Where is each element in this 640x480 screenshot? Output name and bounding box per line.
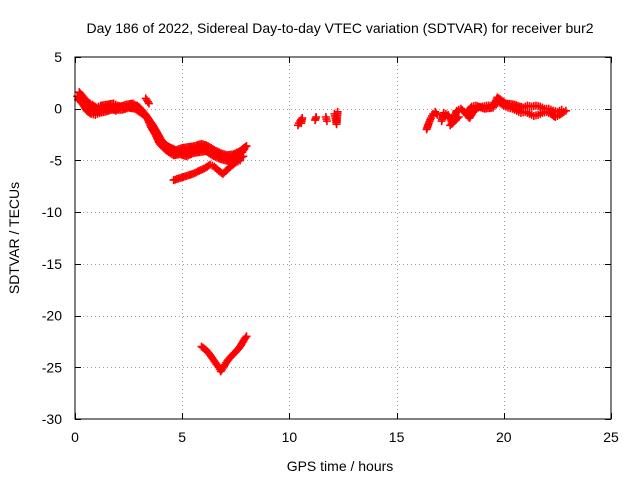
data-point <box>144 99 153 108</box>
data-points <box>73 88 570 376</box>
y-axis-label: SDTVAR / TECUs <box>6 182 22 294</box>
data-point <box>239 152 248 161</box>
data-point <box>454 112 463 121</box>
y-tick-labels: -30 -25 -20 -15 -10 -5 0 5 <box>42 49 62 427</box>
y-tick-label: -20 <box>42 308 62 324</box>
data-point <box>241 142 250 151</box>
grid-lines <box>75 57 611 419</box>
data-point <box>241 333 250 342</box>
y-tick-label: -10 <box>42 204 62 220</box>
data-point <box>322 117 331 126</box>
x-tick-label: 10 <box>282 429 298 445</box>
y-tick-label: 0 <box>54 101 62 117</box>
x-tick-label: 15 <box>389 429 405 445</box>
x-tick-labels: 0 5 10 15 20 25 <box>71 429 619 445</box>
x-tick-label: 20 <box>496 429 512 445</box>
series-evening-track <box>422 93 570 134</box>
data-point <box>236 156 245 165</box>
data-point <box>333 107 342 116</box>
chart-title: Day 186 of 2022, Sidereal Day-to-day VTE… <box>86 20 593 36</box>
data-point <box>85 108 94 117</box>
series-lower-track <box>169 156 245 185</box>
x-tick-label: 5 <box>178 429 186 445</box>
data-point <box>557 105 566 114</box>
data-point <box>242 141 251 150</box>
plot-frame <box>74 56 612 420</box>
x-axis-label: GPS time / hours <box>287 458 394 474</box>
data-point <box>453 114 462 123</box>
data-point <box>143 97 152 106</box>
x-tick-label: 0 <box>71 429 79 445</box>
x-tick-label: 25 <box>603 429 619 445</box>
data-point <box>297 119 306 128</box>
y-tick-label: -5 <box>50 152 63 168</box>
y-tick-label: -15 <box>42 256 62 272</box>
y-tick-label: 5 <box>54 49 62 65</box>
series-mid-gap-points <box>293 107 342 130</box>
data-point <box>432 109 441 118</box>
y-tick-label: -30 <box>42 411 62 427</box>
data-point <box>312 112 321 121</box>
y-tick-label: -25 <box>42 359 62 375</box>
series-main-track <box>73 88 251 166</box>
series-deep-track <box>197 332 251 376</box>
data-point <box>242 332 251 341</box>
